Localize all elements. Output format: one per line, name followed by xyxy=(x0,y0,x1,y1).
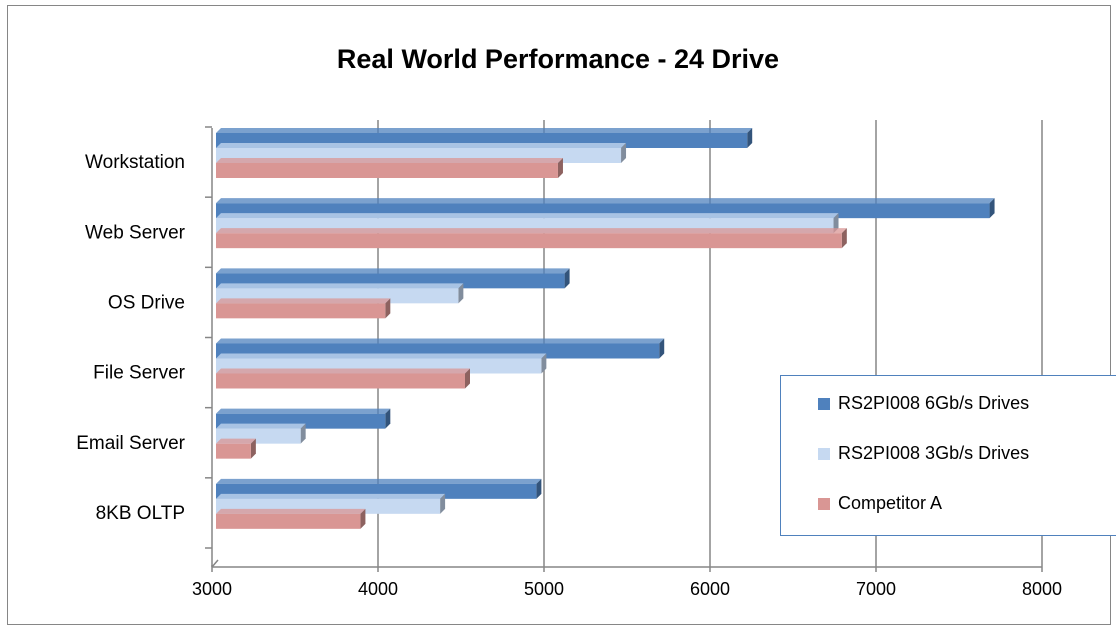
legend-label-6gb: RS2PI008 6Gb/s Drives xyxy=(838,393,1030,413)
legend-label-3gb: RS2PI008 3Gb/s Drives xyxy=(838,443,1030,463)
legend-item-6gb: RS2PI008 6Gb/s Drives xyxy=(818,393,1029,414)
x-tick-label: 4000 xyxy=(358,579,398,599)
legend-swatch-3gb xyxy=(818,447,830,460)
bar-workstation-s2 xyxy=(216,158,563,178)
legend-swatch-6gb xyxy=(818,397,830,410)
bar-email-server-s2 xyxy=(216,438,256,459)
legend: RS2PI008 6Gb/s Drives RS2PI008 3Gb/s Dri… xyxy=(780,375,1116,536)
x-tick-label: 3000 xyxy=(192,579,232,599)
category-label: 8KB OLTP xyxy=(96,503,185,524)
bar-os-drive-s2 xyxy=(216,298,391,319)
chart-title: Real World Performance - 24 Drive xyxy=(336,44,780,74)
legend-item-competitor: Competitor A xyxy=(818,493,942,514)
legend-swatch-competitor xyxy=(818,497,830,510)
category-label: Web Server xyxy=(85,222,186,243)
legend-item-3gb: RS2PI008 3Gb/s Drives xyxy=(818,443,1029,464)
x-tick-label: 8000 xyxy=(1022,579,1062,599)
x-tick-label: 6000 xyxy=(690,579,730,599)
bar-8kb-oltp-s2 xyxy=(216,508,366,529)
bar-file-server-s2 xyxy=(216,368,470,389)
x-tick-label: 5000 xyxy=(524,579,564,599)
category-label: Email Server xyxy=(76,433,185,454)
category-label: OS Drive xyxy=(108,292,185,313)
bar-web-server-s2 xyxy=(216,228,847,249)
axis-floor-edge xyxy=(211,559,219,568)
category-label: File Server xyxy=(93,363,186,384)
category-label: Workstation xyxy=(85,152,185,173)
x-tick-label: 7000 xyxy=(856,579,896,599)
legend-label-competitor: Competitor A xyxy=(838,493,943,513)
